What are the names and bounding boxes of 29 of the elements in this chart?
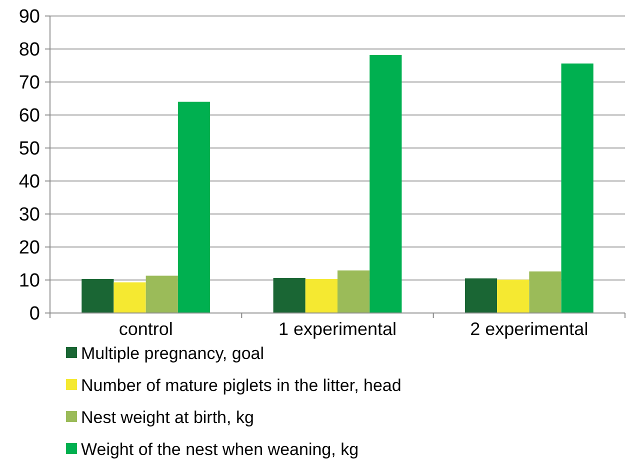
y-tick-label: 20: [18, 238, 40, 259]
bar: [146, 276, 178, 313]
bar: [178, 102, 210, 313]
y-tick-label: 70: [18, 72, 40, 94]
bar: [82, 279, 114, 313]
bar: [561, 64, 594, 313]
bar: [497, 280, 530, 313]
bar: [338, 270, 370, 313]
y-tick-label: 30: [18, 204, 40, 226]
bar: [114, 282, 146, 313]
y-tick-label: 10: [18, 270, 40, 292]
bar: [529, 271, 562, 313]
legend-label: Weight of the nest when weaning, kg: [81, 440, 359, 459]
legend-label: Multiple pregnancy, goal: [81, 344, 264, 363]
y-tick-label: 40: [18, 172, 40, 193]
bar: [273, 278, 306, 313]
x-tick-label: control: [118, 319, 173, 339]
legend-label: Number of mature piglets in the litter, head: [81, 376, 402, 395]
y-tick-label: 90: [18, 6, 40, 28]
x-tick-label: 2 experimental: [470, 319, 588, 339]
bar: [370, 54, 402, 313]
y-tick-label: 80: [18, 40, 40, 61]
y-tick-label: 60: [18, 106, 40, 127]
bar: [464, 278, 498, 313]
y-tick-label: 50: [18, 138, 40, 160]
legend-label: Nest weight at birth, kg: [81, 408, 254, 427]
x-tick-label: 1 experimental: [278, 319, 397, 339]
bar: [305, 279, 338, 313]
y-tick-label: 0: [29, 304, 40, 325]
